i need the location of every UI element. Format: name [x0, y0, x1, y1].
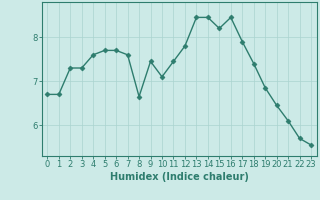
X-axis label: Humidex (Indice chaleur): Humidex (Indice chaleur) — [110, 172, 249, 182]
